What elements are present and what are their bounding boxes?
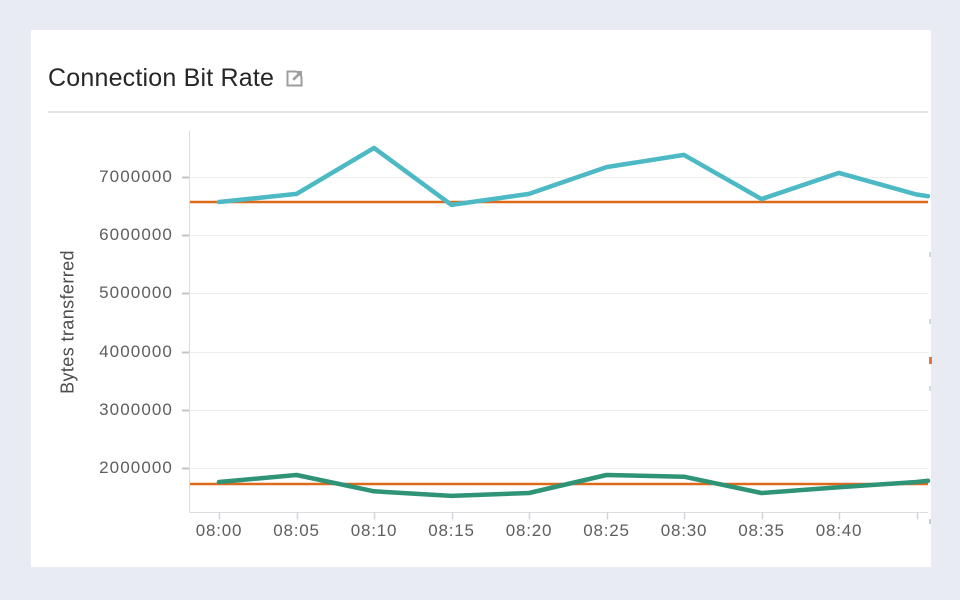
chart-title: Connection Bit Rate (48, 63, 275, 92)
x-tick-label: 08:05 (273, 521, 320, 540)
x-tick-label: 08:35 (738, 521, 785, 540)
x-tick-label: 08:15 (428, 521, 475, 540)
series-line-connection-b-bytes (216, 472, 931, 499)
y-tick-label: 3000000 (99, 399, 173, 419)
y-tick-label: 5000000 (99, 283, 173, 303)
series-line-connection-a-bytes (216, 145, 931, 208)
plot-area: Bytes transferred 7000000 6000000 5000000 4… (31, 30, 931, 567)
y-tick-label: 6000000 (99, 225, 173, 245)
y-tick-label: 7000000 (99, 167, 173, 186)
clipped-edge-fragment (929, 252, 931, 257)
header-divider (48, 111, 928, 113)
x-tick-label: 08:40 (815, 521, 863, 540)
card-header: Connection Bit Rate (48, 60, 305, 96)
y-tick-label: 2000000 (99, 458, 173, 477)
y-tick-label: 4000000 (99, 341, 173, 361)
x-tick-label: 08:10 (350, 521, 398, 540)
clipped-edge-fragment (929, 319, 931, 324)
chart-card: Connection Bit Rate Bytes transferred 70… (31, 30, 931, 567)
external-link-icon[interactable] (284, 68, 305, 89)
clipped-edge-fragment (929, 357, 932, 364)
x-tick-label: 08:20 (505, 521, 553, 540)
clipped-edge-fragment (929, 519, 931, 524)
chart-canvas[interactable] (31, 30, 931, 567)
x-tick-label: 08:30 (660, 521, 708, 540)
clipped-edge-fragment (929, 386, 931, 391)
x-tick-label: 08:25 (583, 521, 630, 540)
x-tick-label: 08:00 (195, 521, 243, 540)
